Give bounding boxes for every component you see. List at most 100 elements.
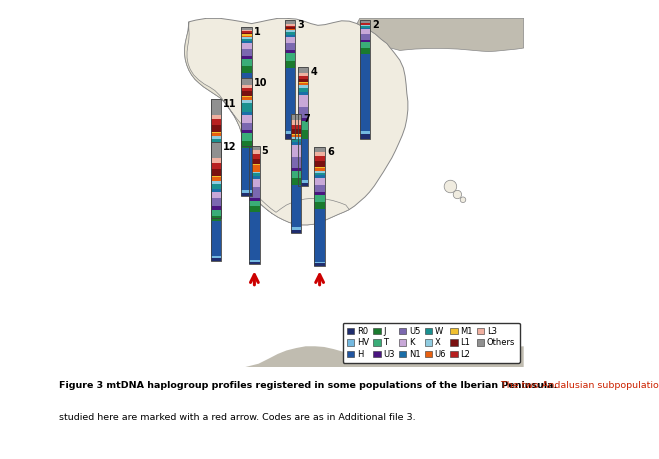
Bar — [211, 184, 221, 189]
Bar — [314, 168, 325, 171]
Bar — [360, 20, 370, 23]
Bar — [211, 181, 221, 184]
Bar — [241, 58, 252, 66]
Bar — [314, 151, 325, 156]
Bar — [360, 42, 370, 48]
Bar — [314, 147, 325, 266]
Bar — [241, 33, 252, 34]
Bar — [291, 114, 301, 233]
Bar — [285, 134, 295, 139]
Bar — [249, 176, 260, 179]
Bar — [291, 114, 301, 120]
Bar — [360, 131, 370, 134]
Bar — [360, 20, 370, 139]
Bar — [241, 141, 252, 146]
Bar — [241, 73, 252, 139]
Bar — [298, 107, 308, 118]
Bar — [314, 192, 325, 195]
Bar — [241, 139, 252, 141]
Circle shape — [444, 180, 457, 193]
Bar — [249, 150, 260, 154]
Bar — [298, 67, 308, 73]
Bar — [298, 121, 308, 130]
Bar — [211, 163, 221, 169]
Bar — [211, 164, 221, 167]
Bar — [298, 95, 308, 107]
Circle shape — [460, 197, 466, 202]
Bar — [211, 133, 221, 136]
Bar — [211, 198, 221, 206]
Bar — [360, 54, 370, 131]
Bar — [211, 178, 221, 181]
Bar — [291, 227, 301, 230]
Bar — [285, 68, 295, 131]
Bar — [211, 173, 221, 179]
Bar — [241, 30, 252, 31]
Bar — [241, 39, 252, 41]
Text: The two Andalusian subpopulations: The two Andalusian subpopulations — [498, 381, 659, 390]
Bar — [241, 43, 252, 49]
Bar — [211, 99, 221, 115]
Bar — [298, 118, 308, 121]
Bar — [211, 136, 221, 140]
Bar — [298, 83, 308, 85]
Bar — [285, 24, 295, 26]
Bar — [291, 125, 301, 129]
Polygon shape — [185, 22, 273, 214]
Bar — [241, 31, 252, 33]
Polygon shape — [246, 185, 349, 225]
Bar — [360, 28, 370, 29]
Bar — [241, 112, 252, 115]
Text: 2: 2 — [372, 20, 379, 30]
Bar — [314, 209, 325, 262]
Bar — [241, 36, 252, 37]
Bar — [241, 78, 252, 196]
Bar — [285, 38, 295, 43]
Legend: R0, HV, H, J, T, U3, U5, K, N1, W, X, U6, M1, L1, L2, L3, Others: R0, HV, H, J, T, U3, U5, K, N1, W, X, U6… — [343, 323, 519, 363]
Bar — [241, 123, 252, 130]
Text: 7: 7 — [304, 114, 310, 124]
Bar — [241, 88, 252, 91]
Bar — [249, 154, 260, 159]
Bar — [241, 85, 252, 88]
Bar — [211, 257, 221, 261]
Bar — [241, 141, 252, 148]
Polygon shape — [185, 18, 408, 225]
Bar — [291, 142, 301, 146]
Bar — [249, 173, 260, 176]
Bar — [291, 120, 301, 125]
Bar — [249, 212, 260, 260]
Bar — [291, 178, 301, 185]
Bar — [360, 40, 370, 42]
Bar — [211, 147, 221, 155]
Bar — [314, 167, 325, 168]
Bar — [314, 202, 325, 209]
Bar — [249, 207, 260, 212]
Bar — [360, 26, 370, 28]
Bar — [360, 25, 370, 26]
Bar — [241, 103, 252, 112]
Bar — [241, 190, 252, 193]
Bar — [291, 140, 301, 142]
Bar — [211, 256, 221, 257]
Bar — [241, 37, 252, 39]
Bar — [285, 20, 295, 139]
Bar — [241, 27, 252, 30]
Bar — [241, 56, 252, 58]
Bar — [241, 95, 252, 97]
Bar — [291, 129, 301, 134]
Text: 5: 5 — [262, 146, 268, 156]
Bar — [291, 230, 301, 233]
Bar — [211, 167, 221, 173]
Bar — [211, 209, 221, 216]
Bar — [314, 178, 325, 185]
Text: studied here are marked with a red arrow. Codes are as in Additional file 3.: studied here are marked with a red arrow… — [59, 413, 416, 422]
Bar — [249, 187, 260, 198]
Bar — [285, 29, 295, 30]
Bar — [249, 262, 260, 264]
Bar — [211, 213, 221, 215]
Bar — [211, 119, 221, 125]
Bar — [285, 43, 295, 50]
Text: 6: 6 — [327, 147, 333, 157]
Bar — [249, 163, 260, 165]
